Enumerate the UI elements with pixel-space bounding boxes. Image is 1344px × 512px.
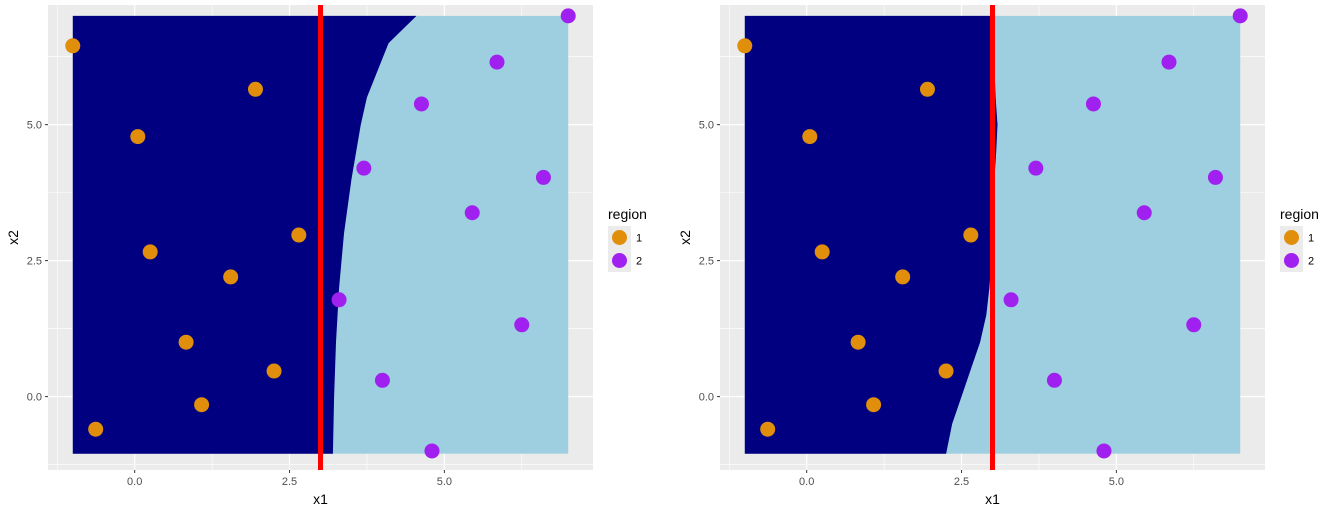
point-region-2	[1207, 169, 1223, 185]
point-region-1	[895, 269, 911, 285]
point-region-2	[413, 96, 429, 112]
point-region-1	[760, 421, 776, 437]
point-region-2	[560, 8, 576, 24]
point-region-1	[850, 334, 866, 350]
legend-key-1	[1284, 230, 1299, 245]
x-tick-label: 0.0	[127, 476, 142, 488]
legend-key-1	[612, 230, 627, 245]
legend-label-1: 1	[1308, 233, 1314, 245]
chart-panel-2: 0.0 2.5 5.0 0.0 2.5 5.0 x1 x2 region 1 2	[677, 5, 1319, 507]
x-axis-title: x1	[313, 491, 328, 507]
legend-label-2: 2	[636, 256, 642, 268]
legend-label-2: 2	[1308, 256, 1314, 268]
point-region-1	[802, 129, 818, 145]
point-region-1	[919, 81, 935, 97]
y-tick-label: 0.0	[27, 392, 42, 404]
point-region-1	[194, 397, 210, 413]
legend-key-2	[1284, 253, 1299, 268]
x-tick-label: 2.5	[282, 476, 297, 488]
x-tick-label: 5.0	[437, 476, 452, 488]
point-region-1	[866, 397, 882, 413]
point-region-2	[1085, 96, 1101, 112]
legend-title: region	[1280, 206, 1319, 222]
point-region-2	[1136, 205, 1152, 221]
point-region-2	[514, 317, 530, 333]
y-tick-label: 5.0	[27, 120, 42, 132]
x-tick-label: 5.0	[1109, 476, 1124, 488]
point-region-2	[1186, 317, 1202, 333]
point-region-1	[65, 38, 81, 54]
point-region-1	[178, 334, 194, 350]
x-tick-label: 2.5	[954, 476, 969, 488]
point-region-2	[1096, 443, 1112, 459]
point-region-2	[1232, 8, 1248, 24]
y-tick-label: 2.5	[699, 256, 714, 268]
point-region-2	[489, 54, 505, 70]
legend: region 1 2	[1280, 206, 1319, 272]
point-region-1	[223, 269, 239, 285]
point-region-1	[814, 244, 830, 260]
point-region-2	[1161, 54, 1177, 70]
region-1-area	[72, 15, 417, 454]
point-region-2	[331, 292, 347, 308]
y-axis-title: x2	[5, 230, 21, 245]
legend-title: region	[608, 206, 647, 222]
legend-key-2	[612, 253, 627, 268]
x-tick-label: 0.0	[799, 476, 814, 488]
chart-panel-1: 0.0 2.5 5.0 0.0 2.5 5.0 x1 x2 region 1 2	[5, 5, 647, 507]
point-region-2	[464, 205, 480, 221]
x-axis-title: x1	[985, 491, 1000, 507]
point-region-2	[356, 160, 372, 176]
point-region-1	[291, 227, 307, 243]
point-region-1	[130, 129, 146, 145]
point-region-2	[1003, 292, 1019, 308]
point-region-2	[424, 443, 440, 459]
point-region-1	[88, 421, 104, 437]
legend-label-1: 1	[636, 233, 642, 245]
point-region-2	[535, 169, 551, 185]
point-region-1	[938, 363, 954, 379]
y-tick-label: 2.5	[27, 256, 42, 268]
y-tick-label: 5.0	[699, 120, 714, 132]
point-region-1	[737, 38, 753, 54]
point-region-2	[1028, 160, 1044, 176]
point-region-1	[142, 244, 158, 260]
region-1-area	[744, 15, 998, 454]
point-region-2	[1046, 372, 1062, 388]
y-tick-label: 0.0	[699, 392, 714, 404]
point-region-2	[374, 372, 390, 388]
legend: region 1 2	[608, 206, 647, 272]
point-region-1	[963, 227, 979, 243]
y-axis-title: x2	[677, 230, 693, 245]
point-region-1	[247, 81, 263, 97]
point-region-1	[266, 363, 282, 379]
